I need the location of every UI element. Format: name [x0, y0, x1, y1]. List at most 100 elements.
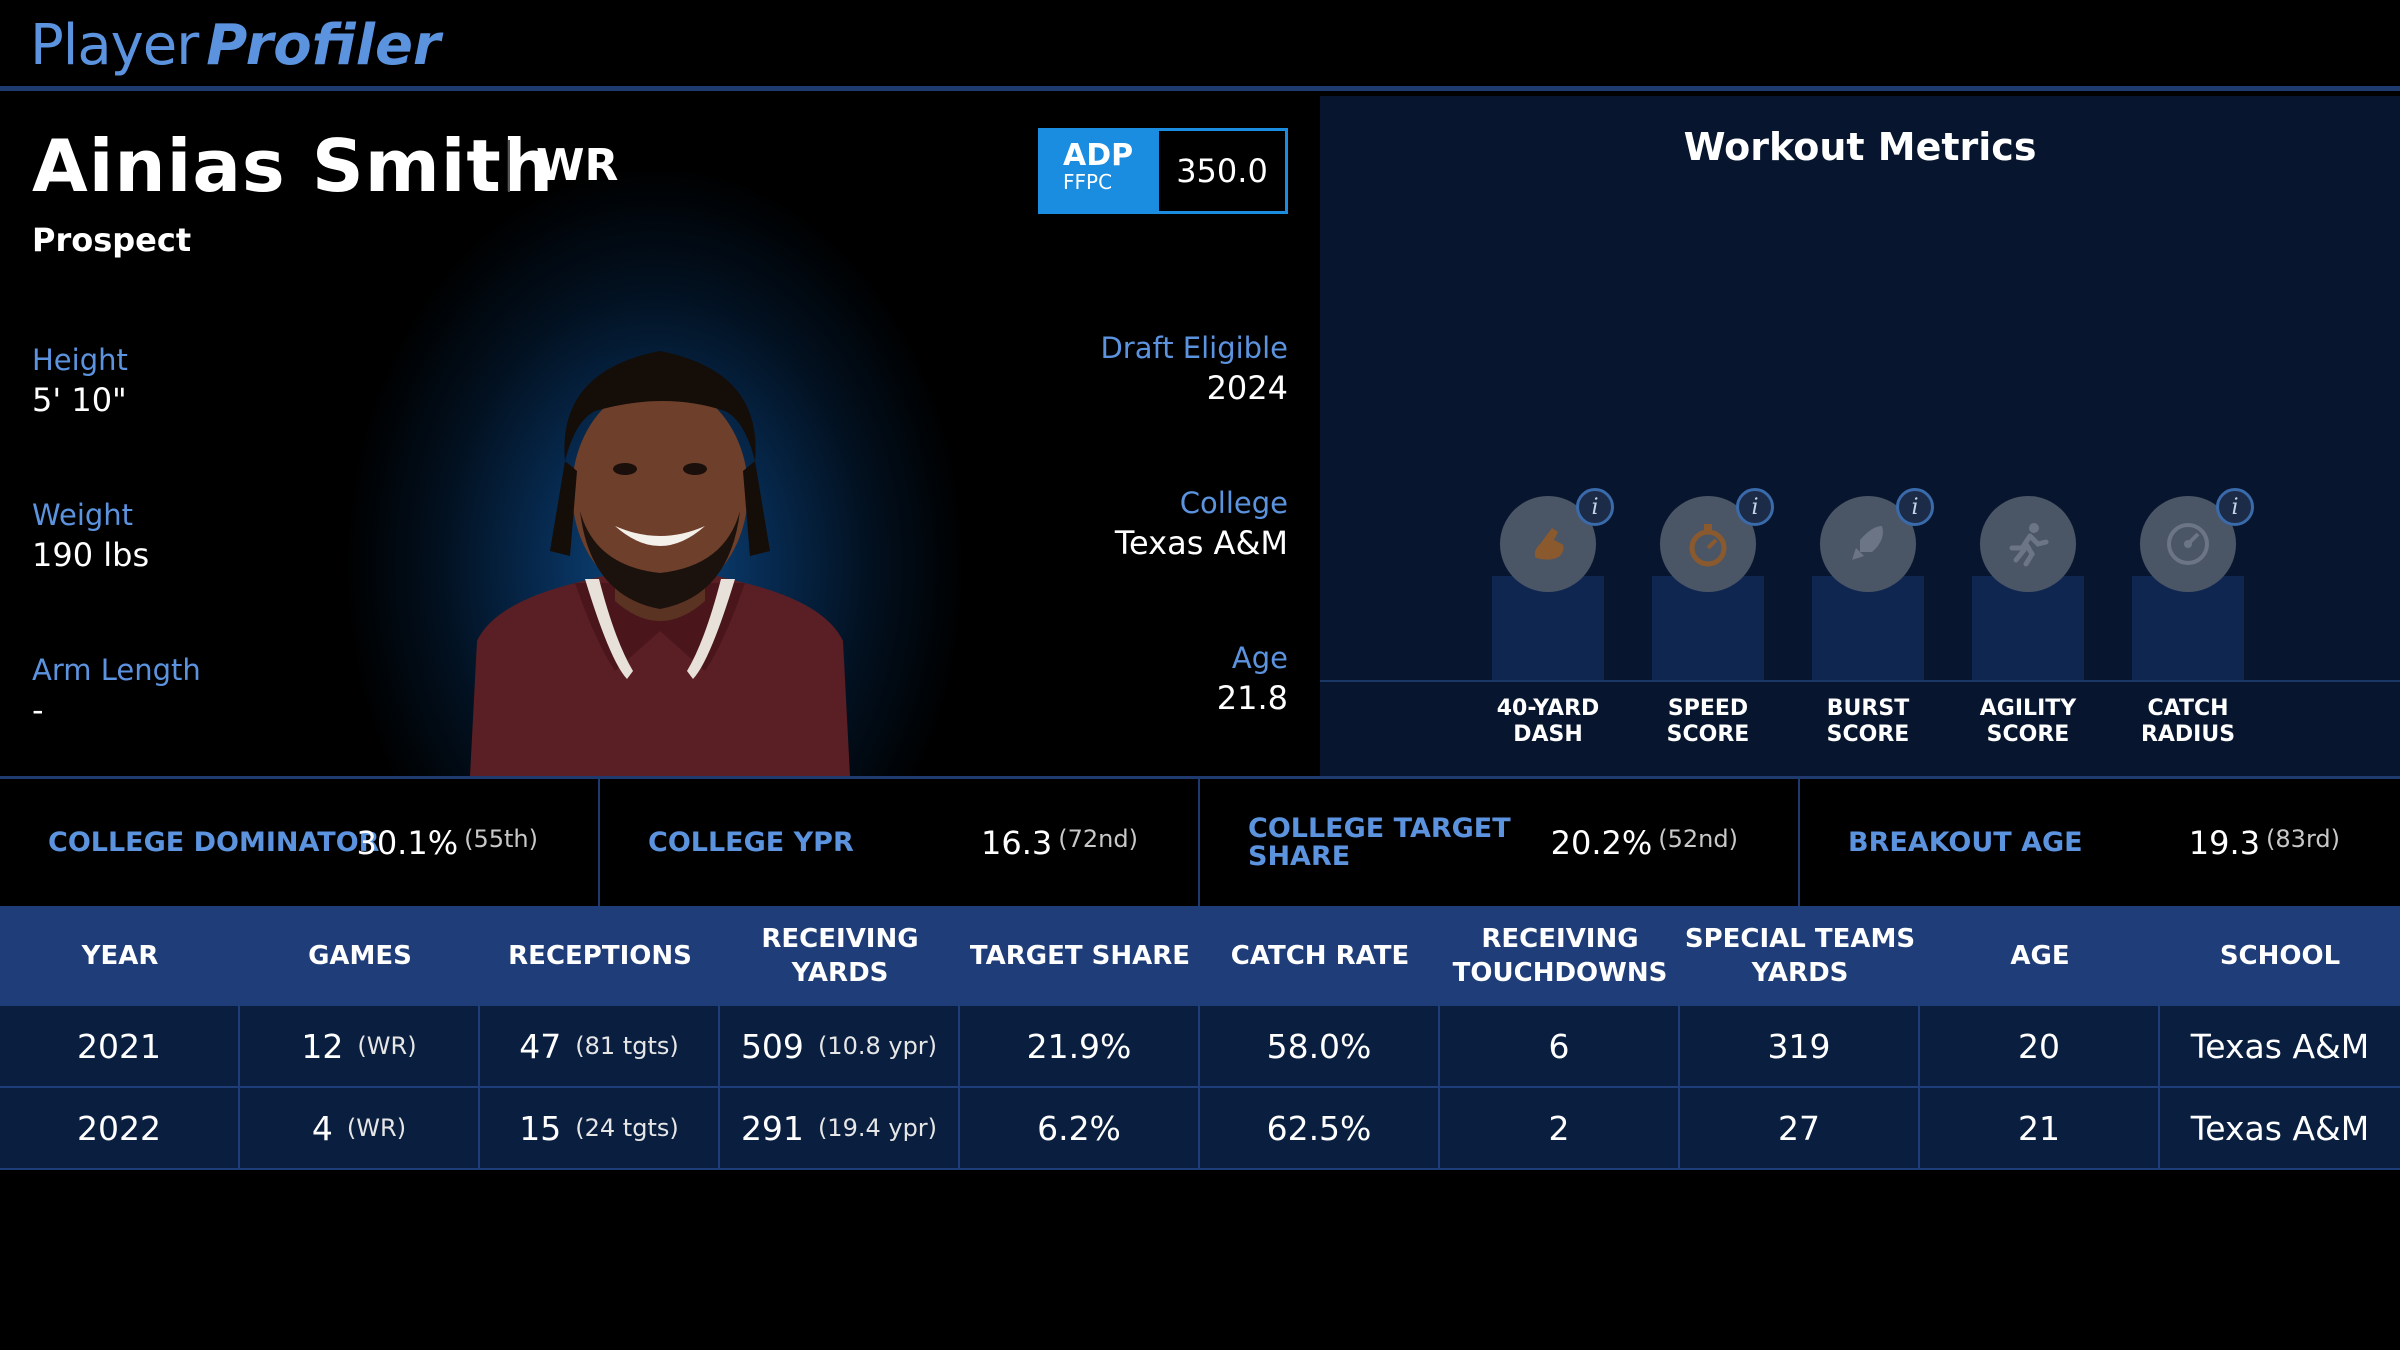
college-target-share-stat: COLLEGE TARGET SHARE 20.2% (52nd): [1200, 779, 1800, 906]
height-stat: Height 5' 10": [32, 341, 128, 421]
college-dominator-value-wrap: 30.1% (55th): [356, 779, 538, 906]
college-target-share-label: COLLEGE TARGET SHARE: [1248, 779, 1511, 906]
college-value: Texas A&M: [1114, 524, 1288, 562]
header-text: YEAR: [81, 941, 159, 971]
cell-target-share: 6.2%: [960, 1088, 1200, 1168]
breakout-age-stat: BREAKOUT AGE 19.3 (83rd): [1800, 779, 2400, 906]
college-ypr-stat: COLLEGE YPR 16.3 (72nd): [600, 779, 1200, 906]
header-school[interactable]: SCHOOL: [2160, 906, 2400, 1006]
header-age[interactable]: AGE: [1920, 906, 2160, 1006]
metric-label-line2: RADIUS: [2140, 722, 2236, 747]
arm-length-value: -: [32, 691, 44, 729]
cell-touchdowns: 2: [1440, 1088, 1680, 1168]
table-row: 2022 4 (WR) 15 (24 tgts) 291 (19.4 ypr) 6.2…: [0, 1088, 2400, 1170]
draft-eligible-value: 2024: [1206, 369, 1288, 407]
cell-target-share: 21.9%: [960, 1006, 1200, 1086]
header-receiving-touchdowns[interactable]: RECEIVING TOUCHDOWNS: [1440, 906, 1680, 1006]
adp-value: 350.0: [1159, 131, 1285, 211]
college-label: College: [1179, 486, 1288, 520]
header-text: GAMES: [308, 941, 412, 971]
cell-games: 4 (WR): [240, 1088, 480, 1168]
college-dominator-stat: COLLEGE DOMINATOR 30.1% (55th): [0, 779, 600, 906]
draft-eligible-label: Draft Eligible: [1100, 331, 1288, 365]
college-target-share-label-line1: COLLEGE TARGET: [1248, 812, 1511, 844]
cell-games: 12 (WR): [240, 1006, 480, 1086]
metric-label: CATCH RADIUS: [2102, 696, 2274, 748]
header-text-line1: SPECIAL TEAMS: [1684, 924, 1916, 954]
cell-main: 509: [740, 1026, 804, 1066]
header-text: TARGET SHARE: [969, 941, 1191, 971]
player-position: WR: [536, 140, 619, 191]
college-dominator-rank: (55th): [464, 824, 538, 853]
cell-main: 47: [519, 1026, 562, 1066]
metric-label: SPEED SCORE: [1622, 696, 1794, 748]
info-icon[interactable]: i: [2216, 488, 2254, 526]
metric-label-line2: SCORE: [1826, 722, 1910, 747]
workout-metrics-title: Workout Metrics: [1683, 125, 2037, 169]
age-label: Age: [1231, 641, 1288, 675]
age-value: 21.8: [1216, 679, 1288, 717]
table-header-row: YEAR GAMES RECEPTIONS RECEIVING YARDS TA…: [0, 906, 2400, 1006]
info-icon[interactable]: i: [1736, 488, 1774, 526]
cell-receiving-yards: 509 (10.8 ypr): [720, 1006, 960, 1086]
cell-main: 15: [519, 1108, 562, 1148]
metric-icon-circle: [1980, 496, 2076, 592]
college-dominator-value: 30.1%: [356, 823, 459, 862]
cell-main: 291: [740, 1108, 804, 1148]
metric-label-line1: AGILITY: [1979, 696, 2077, 721]
college-ypr-value: 16.3: [981, 823, 1053, 862]
metric-label: AGILITY SCORE: [1942, 696, 2114, 748]
info-icon[interactable]: i: [1576, 488, 1614, 526]
cell-year: 2021: [0, 1006, 240, 1086]
stopwatch-icon: [1689, 524, 1727, 567]
header-text: AGE: [2010, 941, 2070, 971]
metric-bar: [1972, 576, 2084, 680]
header-text: RECEIVING YARDS: [761, 924, 919, 988]
breakout-age-value: 19.3: [2188, 823, 2261, 862]
shoe-icon: [1534, 528, 1564, 560]
rocket-icon: [1852, 526, 1883, 560]
adp-source: FFPC: [1063, 170, 1113, 194]
cell-main: 12: [301, 1026, 344, 1066]
top-bar: Player Profiler: [0, 0, 2400, 91]
metric-label-line1: 40-YARD: [1496, 696, 1600, 721]
adp-label-box: ADP FFPC: [1041, 131, 1159, 211]
college-ypr-label: COLLEGE YPR: [648, 826, 854, 858]
header-text: RECEPTIONS: [508, 941, 692, 971]
weight-label: Weight: [32, 498, 134, 532]
cell-catch-rate: 58.0%: [1200, 1006, 1440, 1086]
name-divider: [508, 140, 510, 192]
metric-bar: [1492, 576, 1604, 680]
cell-age: 20: [1920, 1006, 2160, 1086]
cell-sub: (WR): [357, 1032, 417, 1060]
cell-main: 4: [311, 1108, 333, 1148]
header-receiving-yards[interactable]: RECEIVING YARDS: [720, 906, 960, 1006]
header-catch-rate[interactable]: CATCH RATE: [1200, 906, 1440, 1006]
player-profiler-logo[interactable]: Player Profiler: [30, 12, 441, 80]
header-text-line2: TOUCHDOWNS: [1452, 958, 1668, 988]
header-year[interactable]: YEAR: [0, 906, 240, 1006]
metric-bar: [1812, 576, 1924, 680]
college-target-share-value: 20.2%: [1550, 823, 1653, 862]
header-target-share[interactable]: TARGET SHARE: [960, 906, 1200, 1006]
header-special-teams-yards[interactable]: SPECIAL TEAMS YARDS: [1680, 906, 1920, 1006]
college-dominator-label: COLLEGE DOMINATOR: [48, 826, 380, 858]
metric-label-line2: SCORE: [1666, 722, 1750, 747]
info-icon[interactable]: i: [1896, 488, 1934, 526]
college-stat: College Texas A&M: [1115, 484, 1288, 564]
header-games[interactable]: GAMES: [240, 906, 480, 1006]
cell-year: 2022: [0, 1088, 240, 1168]
target-icon: [2167, 523, 2209, 565]
logo-text-profiler: Profiler: [206, 13, 441, 78]
runner-icon: [2009, 523, 2049, 567]
arm-length-stat: Arm Length -: [32, 651, 201, 731]
college-ypr-value-wrap: 16.3 (72nd): [981, 779, 1138, 906]
header-text: SCHOOL: [2219, 941, 2341, 971]
table-row: 2021 12 (WR) 47 (81 tgts) 509 (10.8 ypr) 21…: [0, 1006, 2400, 1088]
draft-eligible-stat: Draft Eligible 2024: [1100, 329, 1288, 409]
header-receptions[interactable]: RECEPTIONS: [480, 906, 720, 1006]
cell-special-teams-yards: 319: [1680, 1006, 1920, 1086]
age-stat: Age 21.8: [1217, 639, 1288, 719]
breakout-age-label: BREAKOUT AGE: [1848, 826, 2083, 858]
cell-receptions: 15 (24 tgts): [480, 1088, 720, 1168]
